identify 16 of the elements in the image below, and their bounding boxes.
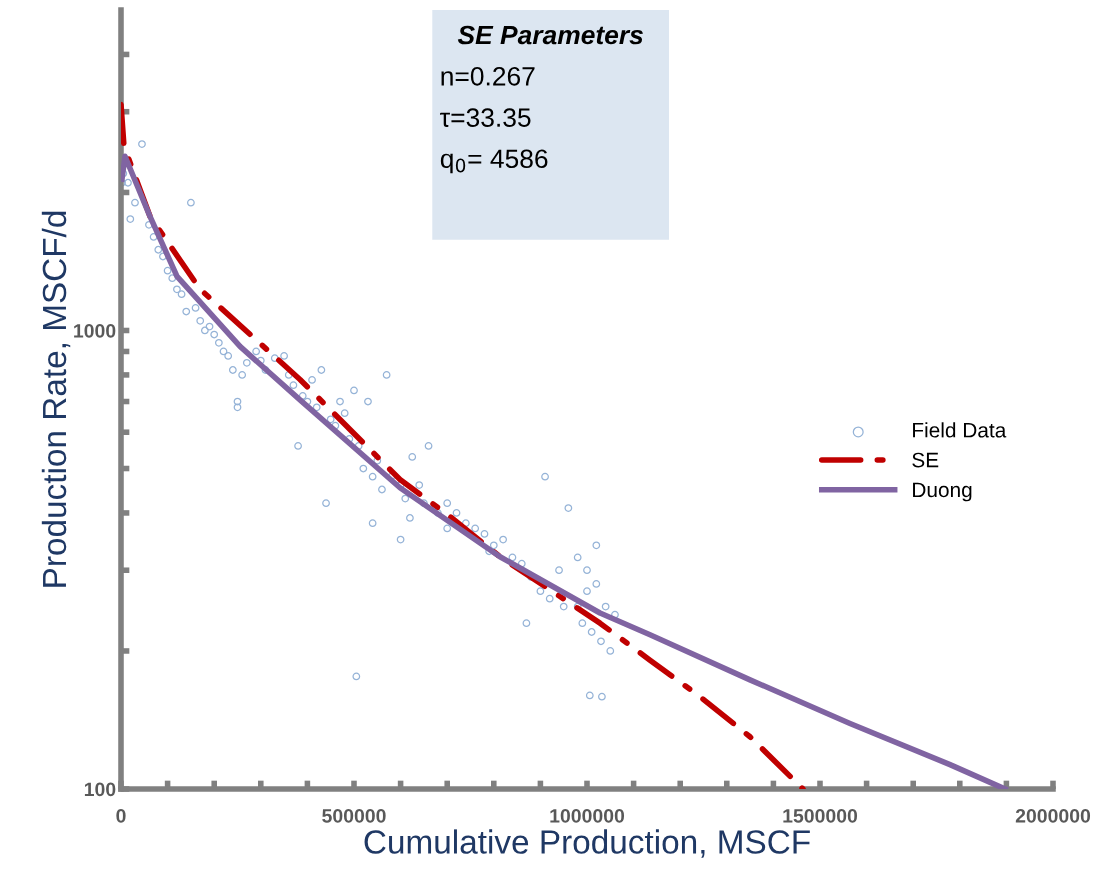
annotation: n=0.267 [441,66,535,86]
legend-label: Field Data [913,422,1007,438]
x-tick-label: 0 [116,808,126,823]
annotation: τ=33.35 [440,108,531,127]
y-axis-title: Production Rate, MSCF/d [41,211,71,587]
annotation: SE Parameters [457,25,643,45]
legend-label: Duong [913,482,972,502]
x-tick-label: 500000 [322,808,386,823]
x-axis-title: Cumulative Production, MSCF [364,829,810,858]
x-tick-label: 2000000 [1015,808,1091,823]
legend-label: SE [912,452,939,468]
y-tick-label: 100 [84,782,116,797]
x-tick-label: 1000000 [550,808,625,823]
annotation: q$_{0}$= 4586 [440,149,548,174]
y-tick-label: 1000 [74,323,116,338]
x-tick-label: 1500000 [783,808,858,823]
